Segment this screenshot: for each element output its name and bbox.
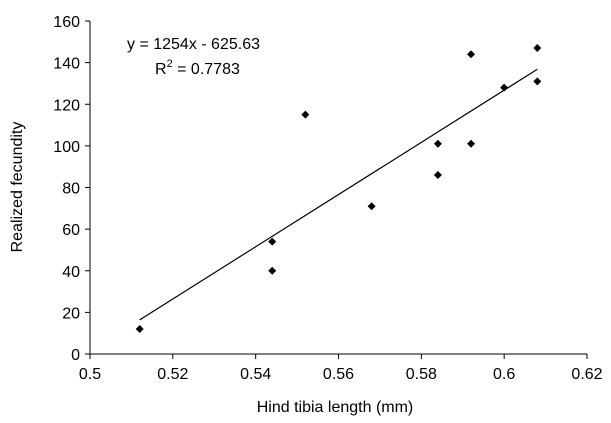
y-tick-label: 160 — [53, 14, 80, 31]
data-point — [533, 44, 542, 53]
x-tick-label: 0.56 — [323, 366, 354, 383]
r-squared-prefix: R — [155, 61, 167, 78]
y-tick-label: 0 — [71, 347, 80, 364]
x-axis-ticks: 0.5 0.52 0.54 0.56 0.58 0.6 0.62 — [79, 354, 603, 383]
trendline-equation: y = 1254x - 625.63 — [127, 36, 260, 53]
y-tick-label: 40 — [62, 264, 80, 281]
r-squared-superscript: 2 — [167, 58, 173, 70]
trendline — [139, 68, 538, 321]
y-tick-label: 140 — [53, 56, 80, 73]
data-point — [467, 50, 476, 59]
y-tick-label: 100 — [53, 139, 80, 156]
data-point — [433, 171, 442, 180]
x-axis-title: Hind tibia length (mm) — [257, 399, 414, 416]
data-point — [301, 110, 310, 119]
r-squared-value: = 0.7783 — [173, 61, 240, 78]
data-point — [268, 237, 277, 246]
y-axis-ticks: 0 20 40 60 80 100 120 140 160 — [53, 14, 90, 364]
x-tick-label: 0.58 — [406, 366, 437, 383]
x-tick-label: 0.54 — [240, 366, 271, 383]
r-squared-label: R2 = 0.7783 — [155, 58, 240, 78]
y-tick-label: 60 — [62, 222, 80, 239]
data-point — [268, 266, 277, 275]
x-tick-label: 0.62 — [571, 366, 602, 383]
y-axis-title: Realized fecundity — [9, 122, 26, 253]
x-tick-label: 0.52 — [157, 366, 188, 383]
data-point — [433, 139, 442, 148]
data-point — [467, 139, 476, 148]
y-tick-label: 80 — [62, 181, 80, 198]
data-point — [500, 83, 509, 92]
data-points — [135, 44, 542, 334]
x-tick-label: 0.6 — [493, 366, 515, 383]
data-point — [367, 202, 376, 211]
x-tick-label: 0.5 — [79, 366, 101, 383]
data-point — [533, 77, 542, 86]
data-point — [135, 325, 144, 334]
y-tick-label: 120 — [53, 97, 80, 114]
y-tick-label: 20 — [62, 305, 80, 322]
